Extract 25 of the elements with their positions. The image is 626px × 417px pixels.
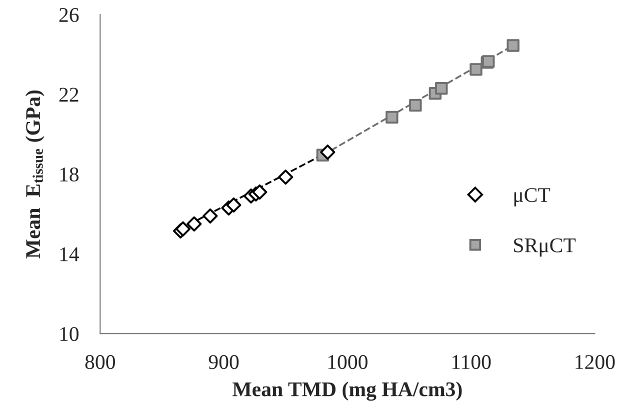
x-tick-label: 900	[208, 355, 239, 370]
point	[320, 144, 336, 160]
point	[386, 110, 398, 124]
x-tick-label: 800	[85, 355, 115, 370]
y-axis-title: Mean E$_{tissue}$ (GPa)	[25, 90, 44, 258]
point	[435, 82, 448, 95]
legend-label: μCT	[514, 188, 550, 206]
x-tick-label: 1200	[576, 355, 615, 370]
point	[226, 197, 242, 213]
x-tick-label: 1000	[328, 355, 368, 370]
y-tick-label: 22	[59, 88, 78, 102]
y-tick-label: 10	[60, 326, 79, 342]
point	[252, 184, 268, 200]
point	[506, 39, 520, 52]
x-axis-title: Mean TMD (mg HA/cm3)	[232, 382, 462, 401]
point	[278, 170, 294, 185]
y-tick-label: 18	[60, 167, 79, 182]
x-tick-label: 1100	[452, 355, 491, 370]
y-tick-label: 14	[60, 247, 79, 262]
point	[186, 216, 202, 232]
legend-label: SRμCT	[514, 238, 576, 257]
y-tick-label: 26	[59, 8, 79, 22]
point	[202, 208, 218, 224]
point	[409, 98, 422, 112]
point	[470, 63, 482, 76]
